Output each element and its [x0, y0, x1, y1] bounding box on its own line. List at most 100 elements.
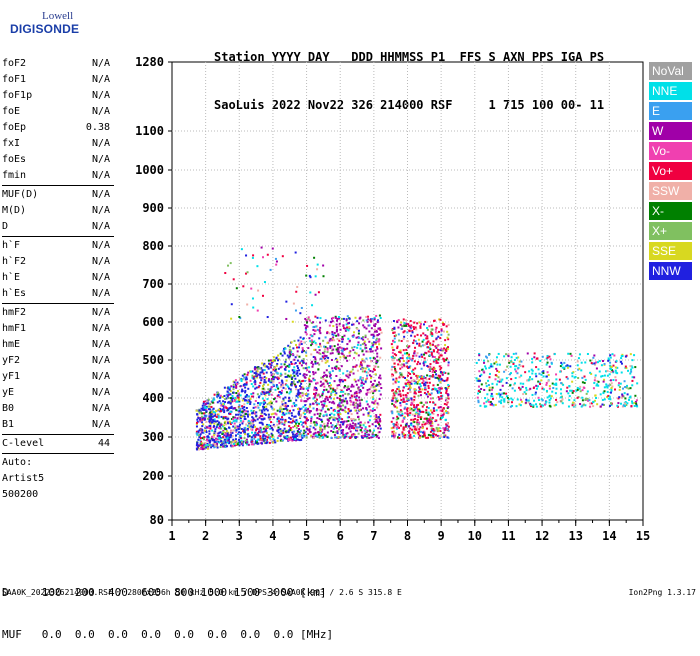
echo-point — [371, 410, 374, 413]
echo-point — [399, 374, 402, 377]
echo-point — [374, 349, 377, 352]
echo-point — [441, 371, 444, 374]
echo-point — [391, 329, 394, 332]
echo-point — [540, 379, 543, 382]
echo-point — [313, 340, 316, 343]
echo-point — [358, 365, 361, 368]
echo-point — [311, 402, 314, 405]
echo-point — [252, 420, 255, 423]
echo-point — [289, 374, 292, 377]
echo-point — [392, 395, 395, 398]
echo-point — [349, 430, 352, 433]
echo-point — [424, 384, 427, 387]
echo-point — [225, 429, 228, 432]
echo-point — [291, 405, 294, 408]
echo-point — [512, 362, 515, 365]
echo-point — [375, 329, 378, 332]
echo-point — [631, 379, 634, 382]
echo-point — [323, 385, 326, 388]
echo-point — [370, 375, 373, 378]
echo-point — [238, 442, 241, 445]
echo-point — [445, 357, 448, 360]
echo-point — [269, 363, 272, 366]
echo-point — [297, 430, 300, 433]
echo-point — [376, 334, 379, 337]
echo-point — [279, 366, 282, 369]
echo-point — [254, 387, 257, 390]
echo-point — [437, 335, 440, 338]
echo-point — [235, 429, 238, 432]
echo-point — [416, 352, 419, 355]
echo-point — [480, 388, 483, 391]
echo-point — [343, 348, 346, 351]
echo-point — [507, 400, 510, 403]
echo-point — [390, 427, 393, 430]
echo-point — [505, 395, 508, 398]
echo-point — [416, 380, 419, 383]
echo-point — [347, 407, 350, 410]
echo-point — [322, 391, 325, 394]
echo-point — [546, 371, 549, 374]
echo-point — [617, 397, 620, 400]
echo-point — [310, 417, 313, 420]
echo-point — [603, 390, 606, 393]
echo-point — [241, 405, 244, 408]
echo-point — [610, 389, 613, 392]
echo-point — [371, 342, 374, 345]
muf-row: MUF 0.0 0.0 0.0 0.0 0.0 0.0 0.0 0.0 [MHz… — [2, 628, 334, 641]
echo-point — [498, 363, 501, 366]
echo-point — [286, 409, 289, 412]
echo-point — [533, 352, 536, 355]
echo-point — [438, 398, 441, 401]
legend-item-vo: Vo+ — [649, 162, 692, 180]
echo-point — [412, 339, 415, 342]
echo-point — [635, 399, 638, 402]
echo-point — [357, 426, 360, 429]
echo-point — [346, 402, 349, 405]
echo-point — [312, 436, 315, 439]
echo-point — [341, 400, 344, 403]
echo-point — [274, 397, 277, 400]
echo-point — [522, 382, 525, 385]
echo-point — [319, 342, 322, 345]
echo-point — [323, 404, 326, 407]
echo-point — [631, 366, 634, 369]
echo-point — [372, 336, 375, 339]
echo-point — [434, 403, 437, 406]
echo-point — [536, 385, 539, 388]
echo-point — [278, 381, 281, 384]
echo-point — [255, 414, 258, 417]
legend-item-vo: Vo- — [649, 142, 692, 160]
echo-point — [242, 285, 245, 288]
echo-point — [295, 419, 298, 422]
param-value: N/A — [91, 272, 110, 283]
echo-point — [423, 359, 426, 362]
echo-point — [298, 407, 301, 410]
echo-point — [334, 417, 337, 420]
echo-point — [410, 398, 413, 401]
param-divider — [2, 185, 114, 186]
echo-point — [355, 392, 358, 395]
echo-point — [253, 403, 256, 406]
echo-point — [246, 271, 249, 274]
echo-point — [321, 406, 324, 409]
echo-point — [421, 423, 424, 426]
echo-point — [373, 385, 376, 388]
echo-point — [416, 424, 419, 427]
echo-point — [305, 434, 308, 437]
echo-point — [211, 409, 214, 412]
legend-item-noval: NoVal — [649, 62, 692, 80]
echo-point — [341, 431, 344, 434]
echo-point — [312, 326, 315, 329]
echo-point — [300, 364, 303, 367]
echo-point — [608, 373, 611, 376]
echo-point — [596, 383, 599, 386]
echo-point — [217, 393, 220, 396]
echo-point — [339, 413, 342, 416]
echo-point — [366, 403, 369, 406]
echo-point — [631, 400, 634, 403]
echo-point — [348, 425, 351, 428]
echo-point — [331, 337, 334, 340]
echo-point — [439, 409, 442, 412]
echo-point — [357, 405, 360, 408]
